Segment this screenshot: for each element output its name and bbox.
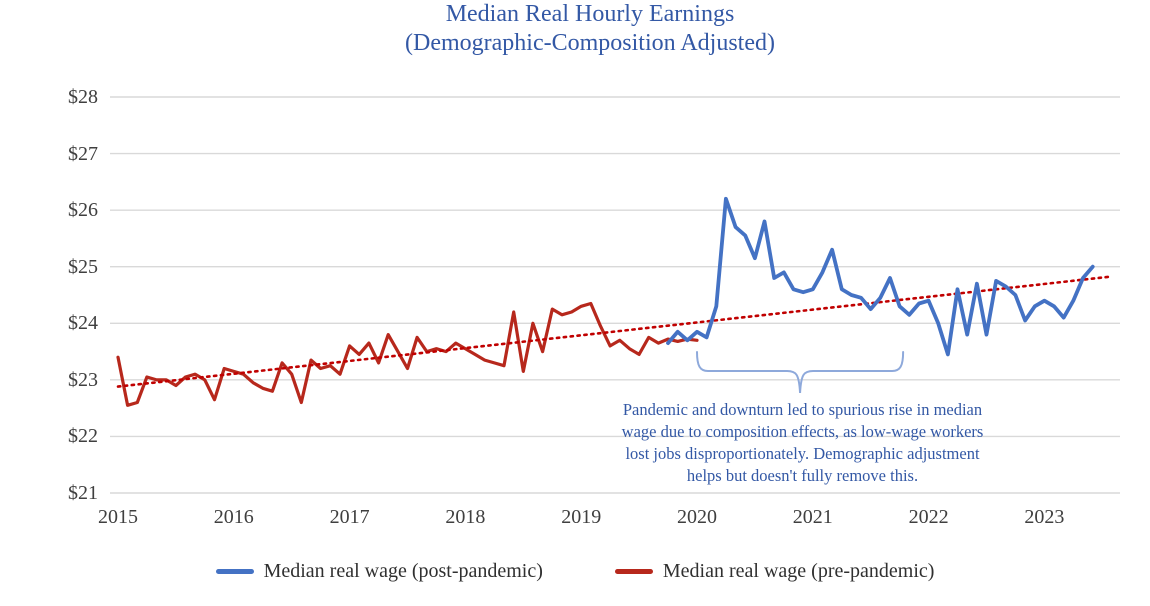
chart-title-line1: Median Real Hourly Earnings	[445, 1, 735, 27]
annotation-text: Pandemic and downturn led to spurious ri…	[560, 399, 1045, 487]
annotation-line: Pandemic and downturn led to spurious ri…	[622, 400, 983, 419]
y-axis-label: $23	[68, 368, 98, 391]
x-axis-label: 2016	[213, 506, 254, 528]
annotation-line: lost jobs disproportionately. Demographi…	[625, 444, 980, 463]
x-axis-label: 2022	[908, 506, 949, 528]
annotation-line: wage due to composition effects, as low-…	[621, 422, 984, 441]
annotation-line: helps but doesn't fully remove this.	[686, 466, 919, 485]
trend-dotted-line	[116, 275, 1110, 388]
legend-line-swatch	[614, 569, 653, 574]
legend-line-swatch	[215, 569, 254, 574]
y-axis-label: $24	[68, 312, 98, 335]
x-axis-label: 2023	[1024, 506, 1065, 528]
pre-pandemic-line	[116, 301, 699, 407]
legend: Median real wage (post-pandemic) Median r…	[0, 560, 1150, 583]
x-axis-label: 2020	[677, 506, 717, 528]
legend-item-pre-pandemic: Median real wage (pre-pandemic)	[614, 560, 935, 583]
x-axis-label: 2017	[329, 506, 370, 528]
x-axis-label: 2021	[792, 506, 833, 528]
legend-item-post-pandemic: Median real wage (post-pandemic)	[215, 560, 543, 583]
x-axis-label: 2015	[98, 506, 138, 528]
chart-title-line2: (Demographic-Composition Adjusted)	[405, 30, 775, 56]
y-axis-label: $25	[68, 255, 98, 278]
y-axis-label: $22	[68, 425, 98, 448]
y-axis-label: $27	[68, 142, 98, 165]
brace-pandemic-period	[696, 351, 905, 394]
legend-label: Median real wage (post-pandemic)	[263, 560, 543, 582]
y-axis-label: $28	[68, 86, 98, 108]
y-axis-label: $21	[68, 481, 98, 504]
x-axis-label: 2018	[445, 506, 486, 528]
y-axis-label: $26	[68, 199, 98, 222]
post-pandemic-line	[666, 196, 1095, 357]
x-axis-label: 2019	[561, 506, 602, 528]
legend-label: Median real wage (pre-pandemic)	[662, 560, 935, 582]
chart-title: Median Real Hourly Earnings (Demographic…	[30, 0, 1150, 58]
